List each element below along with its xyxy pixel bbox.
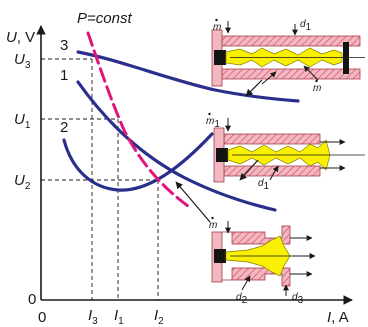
inset-top-mdot-out-label: m	[313, 83, 321, 94]
inset-middle-wall-upper	[223, 133, 321, 145]
curve-label-2: 2	[60, 119, 68, 136]
curve-1	[76, 80, 277, 212]
axes: U, V I, A 0 0	[6, 25, 353, 326]
inset-bottom-d2-arrow	[241, 275, 251, 291]
inset-middle-mdot-dot	[208, 112, 211, 116]
curve-3	[76, 50, 300, 103]
inset-middle-d1-label: d1	[258, 178, 270, 192]
callout-arrow-bottom	[175, 181, 211, 223]
x-axis-label: I, A	[327, 309, 349, 326]
inset-middle: m1 d1	[206, 112, 365, 192]
y-tick-u1: U1	[14, 111, 31, 131]
inset-top-d1-label: d1	[300, 19, 312, 33]
curves	[62, 31, 300, 212]
callout-arrows	[175, 79, 263, 223]
curve-2	[62, 132, 214, 192]
inset-top-outflow-arrow	[303, 65, 319, 81]
inset-top-mdot-out-dot	[315, 79, 318, 83]
guide-lines	[41, 58, 159, 300]
y-zero-label: 0	[28, 291, 36, 308]
inset-top-wall-upper	[221, 35, 361, 47]
inset-bottom-mdot-dot	[211, 216, 214, 220]
curve-label-1: 1	[60, 67, 68, 84]
inset-middle-d1-arrow	[269, 165, 279, 181]
y-tick-u2: U2	[14, 172, 31, 192]
inset-top: m d1 m	[211, 18, 365, 94]
inset-bottom-mdot-label: m	[209, 220, 217, 231]
constant-power-curve	[86, 31, 190, 208]
x-tick-i3: I3	[88, 307, 98, 327]
chart-title: P=const	[77, 10, 132, 27]
y-tick-labels: U3 U1 U2	[14, 51, 31, 192]
curve-label-3: 3	[60, 37, 68, 54]
inset-bottom: m d2 d3	[209, 216, 316, 306]
inset-bottom-d2-label: d2	[236, 292, 248, 306]
inset-top-mdot-label: m	[213, 22, 221, 33]
inset-top-gas-arrow	[261, 71, 277, 85]
x-zero-label: 0	[38, 309, 46, 326]
x-tick-labels: I3 I1 I2	[88, 307, 164, 327]
inset-bottom-rear-plug	[214, 249, 226, 263]
callout-arrow-top	[245, 79, 263, 97]
inset-middle-wall-lower	[223, 165, 321, 177]
inset-top-exit-plug	[343, 42, 349, 74]
x-tick-i2: I2	[154, 307, 164, 327]
inset-middle-rear-plug	[216, 148, 228, 162]
inset-top-rear-plug	[214, 50, 226, 65]
inset-bottom-d3-label: d3	[292, 292, 304, 306]
y-tick-u3: U3	[14, 51, 31, 71]
x-tick-i1: I1	[114, 307, 124, 327]
inset-top-wall-lower	[221, 68, 361, 80]
inset-middle-mdot-label: m1	[206, 116, 220, 130]
y-axis-label: U, V	[6, 29, 35, 46]
inset-top-mdot-dot	[215, 18, 218, 22]
callout-arrow-middle	[239, 159, 259, 181]
